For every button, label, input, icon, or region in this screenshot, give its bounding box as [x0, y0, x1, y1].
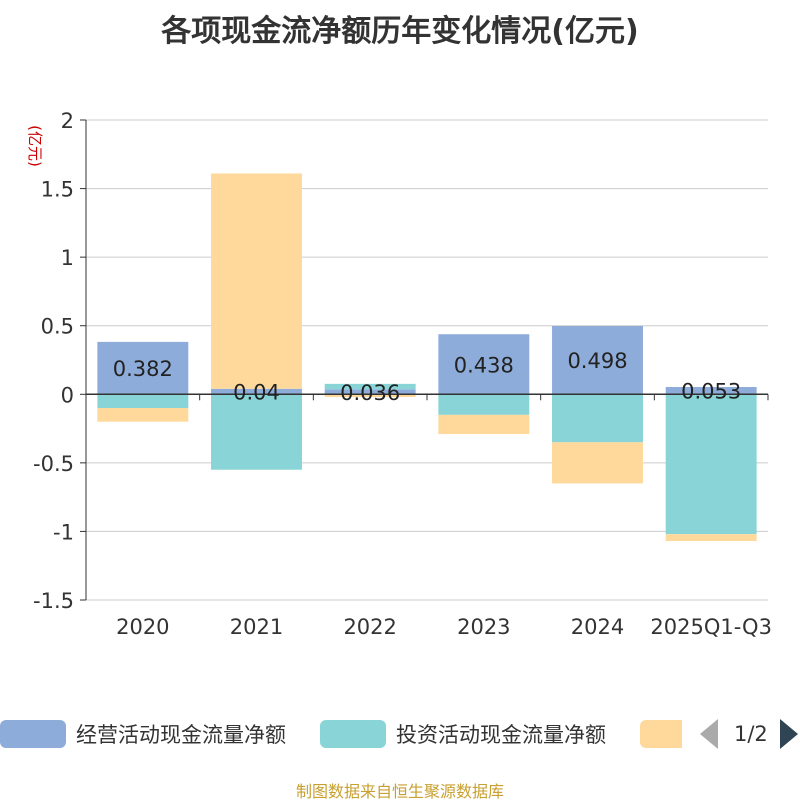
- bar-1-4: [552, 394, 643, 443]
- chart-plot: -1.5 -1 -0.5 0 0.5 1 1.5 2 (亿元) 0.382 0.04 0.036 0.4…: [26, 109, 772, 639]
- chart-title: 各项现金流净额历年变化情况(亿元): [161, 14, 639, 49]
- bar-1-5: [665, 394, 757, 535]
- y-tick-label: -0.5: [33, 452, 74, 476]
- bar-2-2: [324, 394, 416, 398]
- legend: 经营活动现金流量净额 投资活动现金流量净额 1/2: [0, 714, 800, 754]
- y-tick-label: -1.5: [33, 589, 74, 613]
- data-label: 0.498: [567, 349, 627, 373]
- y-tick-label: 0.5: [41, 315, 74, 339]
- legend-item-investing[interactable]: 投资活动现金流量净额: [320, 720, 606, 748]
- legend-swatch-investing: [320, 720, 386, 748]
- bar-2-4: [552, 442, 643, 484]
- legend-swatch-financing: [640, 720, 682, 748]
- y-tick-label: -1: [53, 520, 74, 544]
- data-label: 0.382: [113, 357, 173, 381]
- data-label: 0.438: [454, 353, 514, 377]
- data-label: 0.053: [681, 380, 741, 404]
- y-tick-label: 1: [61, 246, 74, 270]
- legend-label-investing: 投资活动现金流量净额: [396, 723, 606, 747]
- y-tick-label: 0: [61, 383, 74, 407]
- bar-1-2: [324, 383, 416, 390]
- x-tick-label: 2021: [230, 615, 283, 639]
- y-tick-label: 2: [61, 109, 74, 133]
- bar-1-1: [211, 394, 302, 470]
- bar-0-2: [324, 389, 416, 395]
- bar-1-0: [97, 394, 189, 408]
- legend-swatch-operating: [0, 720, 66, 748]
- legend-label-operating: 经营活动现金流量净额: [76, 723, 286, 747]
- bar-0-0: [97, 341, 189, 395]
- bar-0-5: [665, 387, 757, 395]
- legend-item-financing[interactable]: [640, 720, 682, 748]
- bar-0-3: [438, 334, 530, 395]
- y-tick-label: 1.5: [41, 178, 74, 202]
- bar-2-3: [438, 414, 530, 435]
- legend-prev-icon[interactable]: [700, 719, 718, 749]
- legend-item-operating[interactable]: 经营活动现金流量净额: [0, 720, 286, 748]
- bar-1-3: [438, 394, 530, 415]
- bar-2-5: [665, 534, 757, 542]
- y-axis-label: (亿元): [26, 125, 44, 167]
- bar-0-4: [552, 325, 643, 395]
- data-source-note: 制图数据来自恒生聚源数据库: [295, 782, 504, 801]
- legend-pager: 1/2: [700, 718, 798, 750]
- bar-0-1: [211, 388, 302, 395]
- x-tick-label: 2023: [457, 615, 510, 639]
- legend-next-icon[interactable]: [779, 719, 798, 749]
- bar-2-1: [211, 173, 302, 389]
- x-tick-label: 2025Q1-Q3: [650, 615, 772, 639]
- legend-page-indicator: 1/2: [734, 722, 768, 746]
- x-tick-label: 2024: [571, 615, 624, 639]
- data-label: 0.04: [233, 381, 280, 405]
- bar-2-0: [97, 408, 189, 422]
- x-tick-label: 2020: [116, 615, 169, 639]
- x-tick-label: 2022: [343, 615, 396, 639]
- data-label: 0.036: [340, 381, 400, 405]
